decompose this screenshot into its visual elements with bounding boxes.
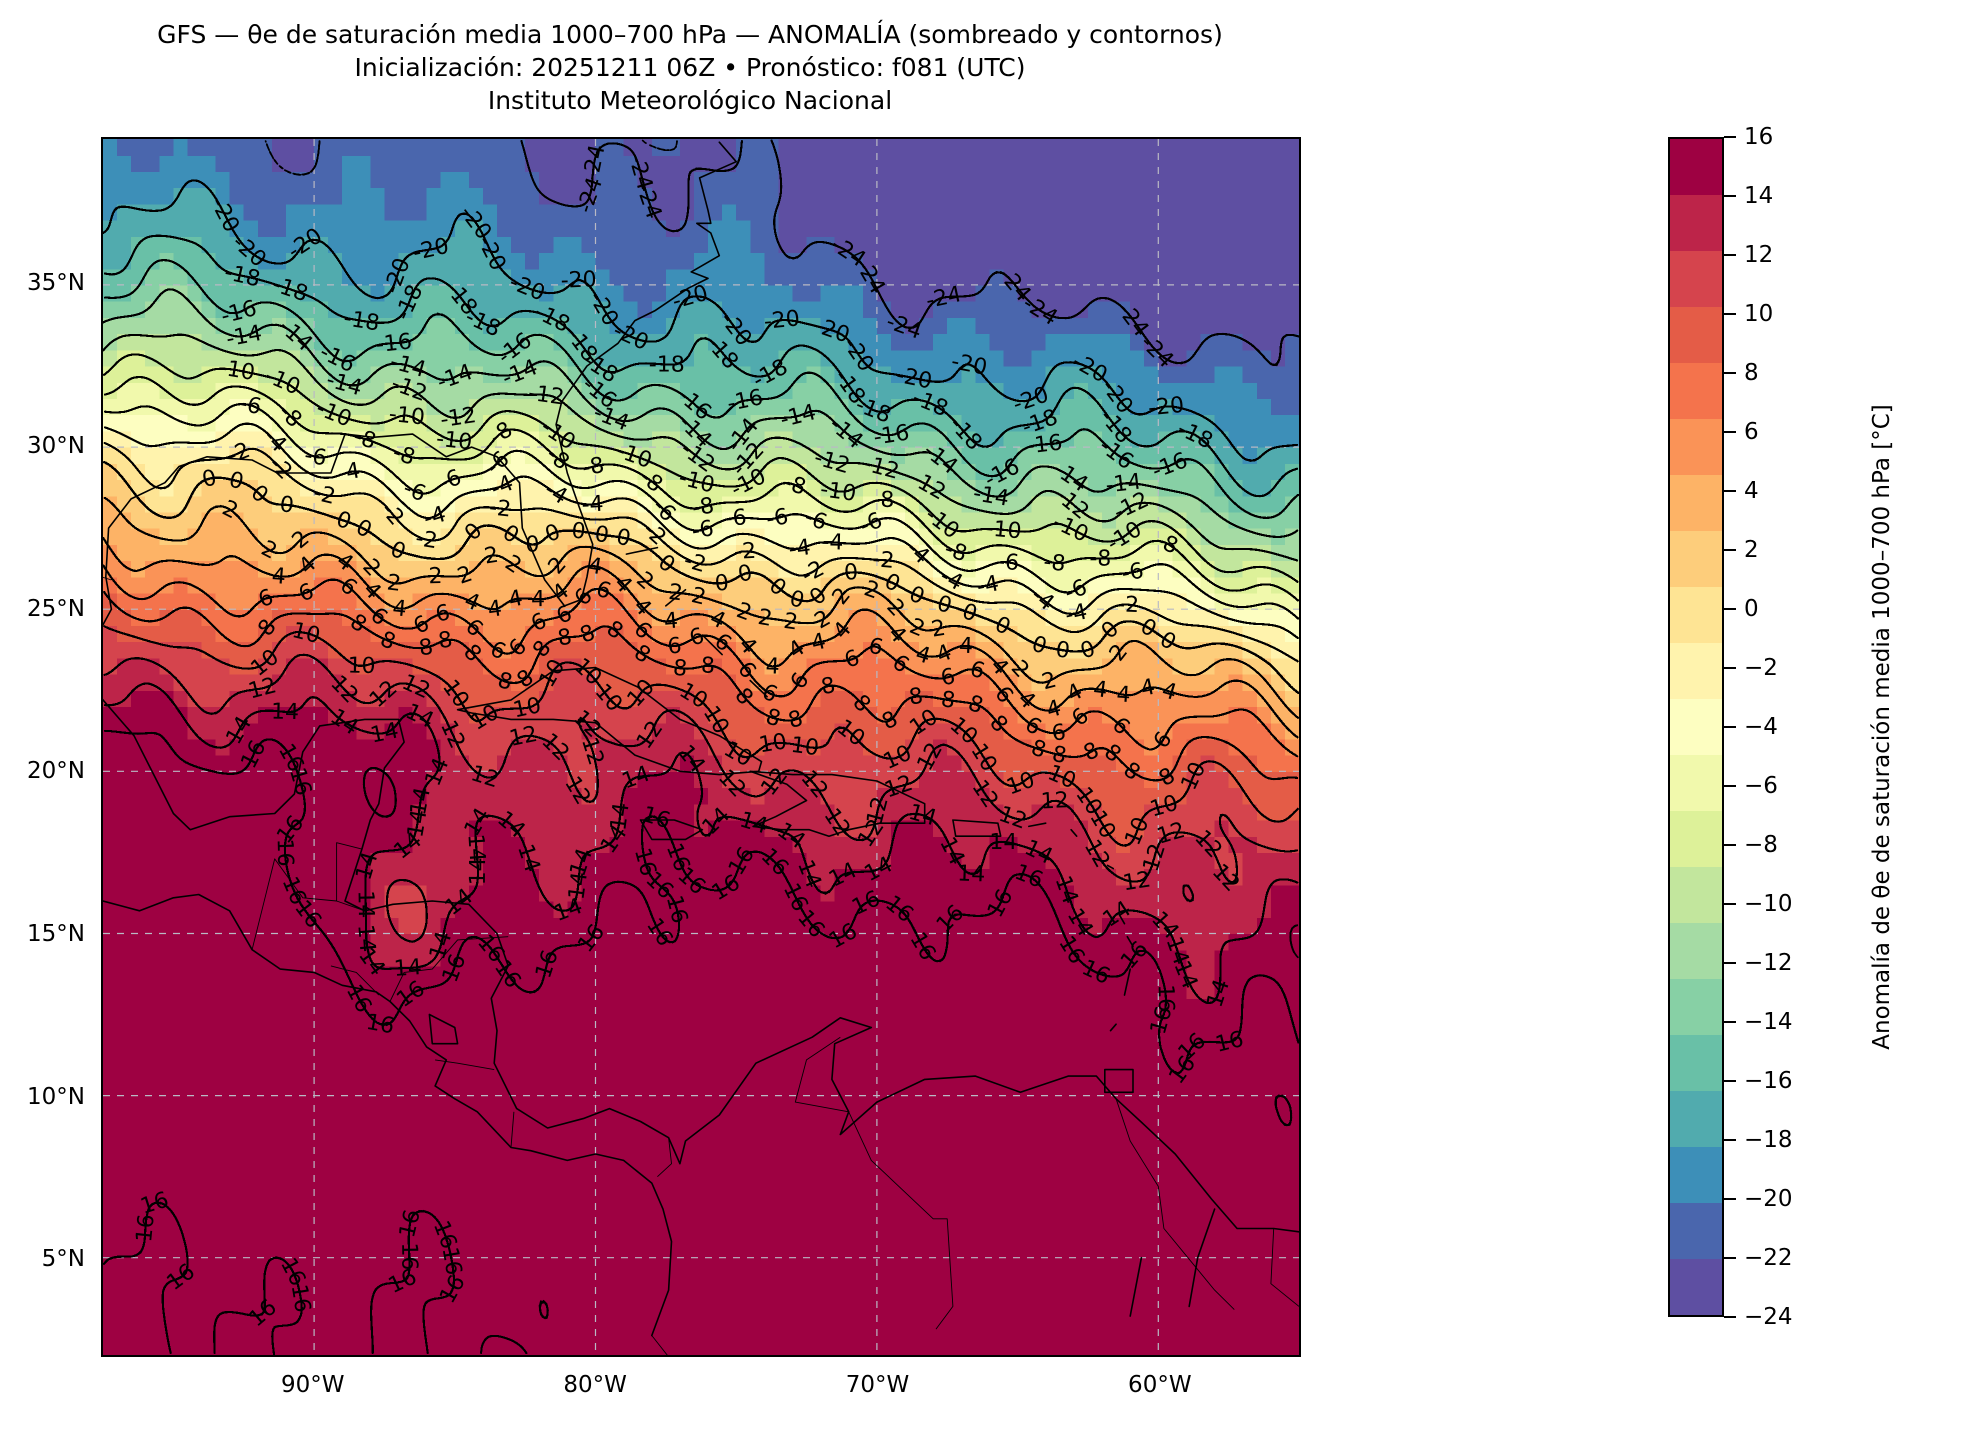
figure-canvas: GFS — θe de saturación media 1000–700 hP…	[0, 0, 1980, 1440]
